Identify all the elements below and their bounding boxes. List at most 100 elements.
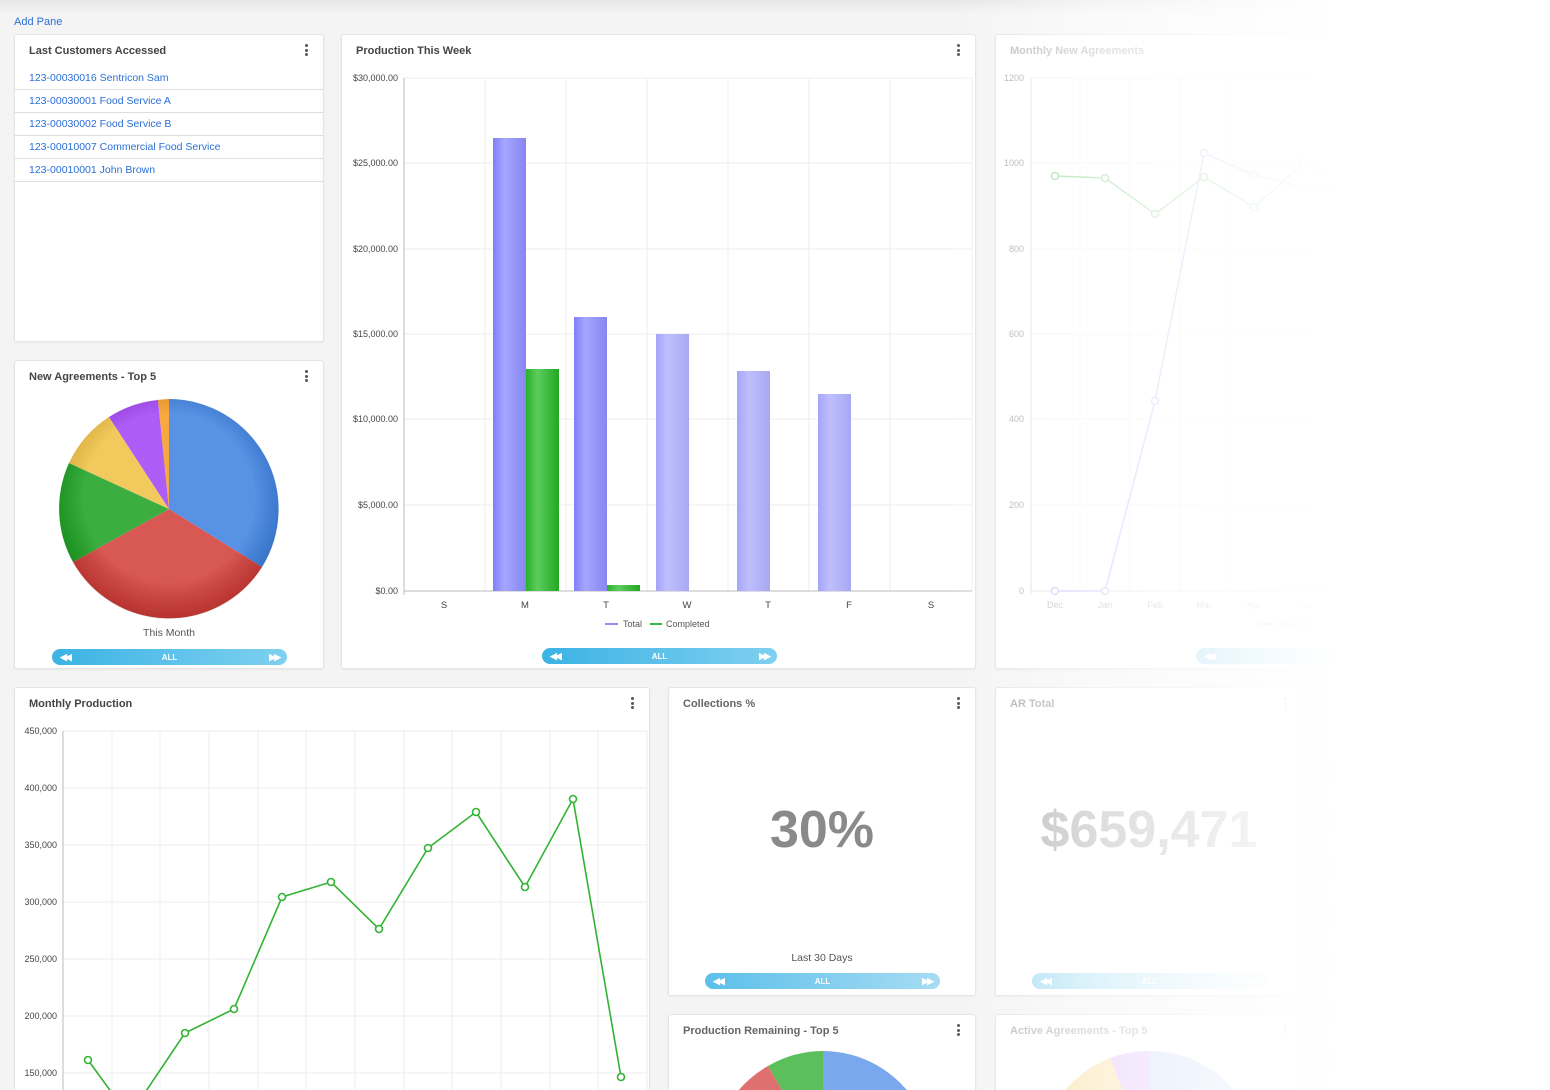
- range-all-button[interactable]: ALL: [1305, 651, 1322, 661]
- kebab-menu-icon[interactable]: [1282, 697, 1288, 711]
- pane-ar-total: AR Total $659,471 ◀◀ ALL ▶▶: [995, 687, 1303, 996]
- fast-forward-icon[interactable]: ▶▶: [269, 651, 281, 662]
- svg-text:0: 0: [1019, 586, 1024, 596]
- top-bar: [0, 0, 1550, 14]
- schedule-item[interactable]: BH I...: [1347, 1074, 1386, 1090]
- svg-text:$25,000.00: $25,000.00: [353, 158, 398, 168]
- add-pane-link[interactable]: Add Pane: [14, 16, 63, 28]
- svg-text:200: 200: [1009, 500, 1024, 510]
- svg-text:Mar: Mar: [1196, 600, 1212, 610]
- svg-text:800: 800: [1009, 244, 1024, 254]
- collections-caption: Last 30 Days: [791, 952, 853, 964]
- range-all-button[interactable]: ALL: [651, 651, 668, 661]
- pane-title: Monthly Production: [29, 698, 133, 710]
- range-all-button[interactable]: ALL: [161, 652, 178, 662]
- svg-text:$15,000.00: $15,000.00: [353, 329, 398, 339]
- kebab-menu-icon[interactable]: [955, 1024, 961, 1038]
- pane-title: Active Agreements - Top 5: [1010, 1025, 1148, 1037]
- customer-link[interactable]: 123-00010001 John Brown: [15, 159, 323, 182]
- range-selector: ◀◀ ALL ▶▶: [705, 973, 940, 989]
- svg-text:400,000: 400,000: [24, 783, 57, 793]
- svg-text:450,000: 450,000: [24, 726, 57, 736]
- svg-text:W: W: [683, 600, 692, 611]
- fast-forward-icon[interactable]: ▶▶: [1249, 975, 1261, 986]
- customer-link[interactable]: 123-00010007 Commercial Food Service: [15, 136, 323, 159]
- pie-caption: This Month: [143, 627, 195, 639]
- fast-forward-icon[interactable]: ▶▶: [759, 650, 771, 661]
- svg-text:$0.00: $0.00: [375, 586, 398, 596]
- svg-text:$30,000.00: $30,000.00: [353, 73, 398, 83]
- svg-text:Total: Total: [623, 619, 642, 629]
- pane-title: Production This Week: [356, 45, 472, 57]
- range-selector: ◀◀ ALL ▶▶: [1032, 973, 1267, 989]
- svg-text:Dec: Dec: [1047, 600, 1064, 610]
- production-week-bar-chart[interactable]: $30,000.00 $25,000.00 $20,000.00 $15,000.0…: [342, 35, 976, 635]
- svg-text:200,000: 200,000: [24, 1011, 57, 1021]
- pane-schedule: Schedu... HV I... HV I... HV I... HV I..…: [1322, 687, 1550, 1090]
- svg-text:$5,000.00: $5,000.00: [358, 500, 398, 510]
- pane-active-agreements: Active Agreements - Top 5: [995, 1014, 1303, 1090]
- svg-text:Jan: Jan: [1098, 600, 1113, 610]
- pane-monthly-new-agreements: Monthly New Agreements 1200 1000 800 600 400…: [995, 34, 1550, 669]
- active-agreements-pie-chart[interactable]: [1040, 1049, 1260, 1090]
- schedule-item[interactable]: HV I...: [1325, 834, 1550, 882]
- monthly-production-line-chart[interactable]: 450,000 400,000 350,000 300,000 250,000 200,0…: [15, 688, 650, 1090]
- pane-title: New Agreements - Top 5: [29, 371, 157, 383]
- pane-title: Production Remaining - Top 5: [683, 1025, 839, 1037]
- range-selector: ◀◀ ALL ▶▶: [542, 648, 777, 664]
- svg-text:350,000: 350,000: [24, 840, 57, 850]
- rewind-icon[interactable]: ◀◀: [1040, 975, 1052, 986]
- schedule-item[interactable]: HV I...: [1325, 738, 1550, 786]
- range-all-button[interactable]: ALL: [1141, 976, 1158, 986]
- pane-title: Last Customers Accessed: [29, 45, 167, 57]
- svg-text:250,000: 250,000: [24, 954, 57, 964]
- svg-text:T: T: [765, 600, 771, 611]
- collections-value: 30%: [769, 801, 875, 859]
- customer-list: 123-00030016 Sentricon Sam 123-00030001 …: [15, 67, 323, 182]
- pane-production-week: Production This Week $30,000.00 $25,000.0…: [341, 34, 976, 669]
- new-agreements-pie-chart[interactable]: [55, 395, 285, 621]
- rewind-icon[interactable]: ◀◀: [550, 650, 562, 661]
- rewind-icon[interactable]: ◀◀: [1204, 650, 1216, 661]
- pane-last-customers: Last Customers Accessed 123-00030016 Sen…: [14, 34, 324, 342]
- kebab-menu-icon[interactable]: [629, 697, 635, 711]
- svg-text:T: T: [603, 600, 609, 611]
- svg-text:$10,000.00: $10,000.00: [353, 414, 398, 424]
- svg-text:Completed: Completed: [666, 619, 710, 629]
- svg-text:M: M: [521, 600, 529, 611]
- svg-text:S: S: [928, 600, 934, 611]
- schedule-item[interactable]: HV I...: [1325, 786, 1550, 834]
- fast-forward-icon[interactable]: ▶▶: [922, 975, 934, 986]
- pane-production-remaining: Production Remaining - Top 5: [668, 1014, 976, 1090]
- customer-link[interactable]: 123-00030002 Food Service B: [15, 113, 323, 136]
- svg-text:Current: Current: [1331, 619, 1362, 629]
- range-selector: ◀◀ ALL ▶▶: [52, 649, 287, 665]
- rewind-icon[interactable]: ◀◀: [713, 975, 725, 986]
- svg-text:600: 600: [1009, 329, 1024, 339]
- schedule-item[interactable]: Mon...: [1325, 930, 1550, 978]
- kebab-menu-icon[interactable]: [303, 44, 309, 58]
- customer-link[interactable]: 123-00030001 Food Service A: [15, 90, 323, 113]
- kebab-menu-icon[interactable]: [1282, 1024, 1288, 1038]
- fast-forward-icon[interactable]: ▶▶: [1413, 650, 1425, 661]
- schedule-item[interactable]: Clay...: [1325, 1026, 1550, 1074]
- schedule-list: HV I... HV I... HV I... HV I... Mon... E…: [1325, 738, 1550, 1090]
- monthly-new-agreements-line-chart[interactable]: 1200 1000 800 600 400 200 0 Dec Jan Feb Mar Apr May…: [996, 35, 1550, 635]
- pane-monthly-production: Monthly Production 450,000 400,000 350,000…: [14, 687, 650, 1090]
- customer-link[interactable]: 123-00030016 Sentricon Sam: [15, 67, 323, 90]
- pane-title: Schedu...: [1337, 698, 1386, 710]
- svg-text:S: S: [441, 600, 447, 611]
- svg-text:$20,000.00: $20,000.00: [353, 244, 398, 254]
- kebab-menu-icon[interactable]: [303, 370, 309, 384]
- kebab-menu-icon[interactable]: [955, 697, 961, 711]
- svg-text:Feb: Feb: [1147, 600, 1163, 610]
- pane-title: AR Total: [1010, 698, 1055, 710]
- svg-text:May: May: [1295, 600, 1313, 610]
- production-remaining-pie-chart[interactable]: [713, 1049, 933, 1090]
- svg-text:1200: 1200: [1004, 73, 1024, 83]
- schedule-item[interactable]: Edd...: [1325, 978, 1550, 1026]
- schedule-item[interactable]: HV I...: [1325, 882, 1550, 930]
- range-selector: ◀◀ ALL ▶▶: [1196, 648, 1431, 664]
- range-all-button[interactable]: ALL: [814, 976, 831, 986]
- rewind-icon[interactable]: ◀◀: [60, 651, 72, 662]
